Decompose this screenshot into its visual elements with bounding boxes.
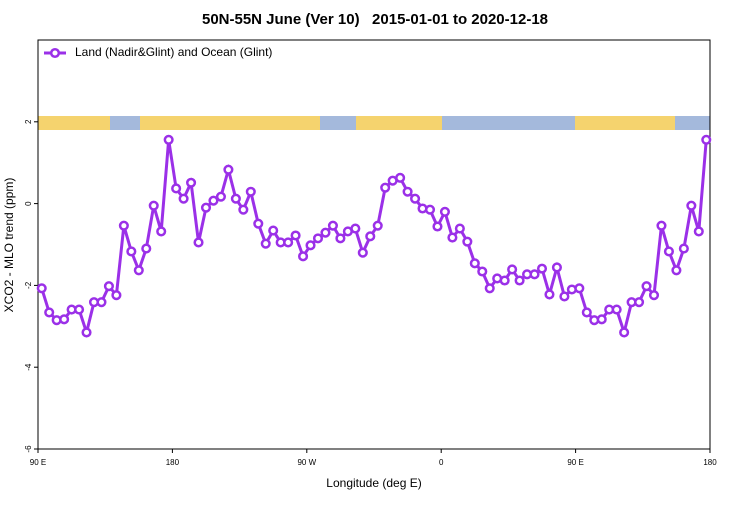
point	[163, 134, 174, 145]
x-tick-label: 180	[166, 458, 180, 467]
point	[439, 206, 450, 217]
point	[514, 275, 525, 286]
chart-title: 50N-55N June (Ver 10) 2015-01-01 to 2020…	[202, 11, 548, 28]
point	[305, 240, 316, 251]
point	[111, 290, 122, 301]
x-tick-label: 90 E	[567, 458, 583, 467]
point	[574, 283, 585, 294]
point	[454, 223, 465, 234]
point	[656, 220, 667, 231]
point	[365, 231, 376, 242]
plot-frame	[37, 39, 711, 450]
point	[96, 297, 107, 308]
point	[372, 220, 383, 231]
point	[424, 204, 436, 215]
point	[238, 204, 249, 215]
point	[529, 269, 540, 280]
point	[611, 304, 622, 315]
y-tick-label: -2	[24, 281, 33, 289]
point	[327, 220, 338, 231]
point	[432, 221, 443, 232]
point	[126, 246, 137, 257]
point	[686, 200, 697, 211]
point	[410, 193, 421, 204]
point	[395, 172, 406, 183]
point	[223, 164, 234, 175]
point	[298, 251, 309, 262]
point	[148, 200, 159, 211]
point	[499, 275, 510, 286]
point	[200, 202, 212, 213]
point	[253, 218, 264, 229]
point	[350, 223, 361, 234]
point	[260, 238, 271, 249]
land-ocean-band	[38, 116, 710, 130]
point	[648, 290, 660, 301]
point	[290, 230, 301, 241]
point	[469, 258, 480, 269]
point	[74, 304, 85, 315]
point	[118, 220, 129, 231]
legend-label: Land (Nadir&Glint) and Ocean (Glint)	[75, 45, 272, 59]
point	[559, 291, 570, 302]
point	[81, 327, 92, 338]
point	[596, 314, 607, 325]
point	[215, 191, 226, 202]
x-tick-label: 0	[439, 458, 444, 467]
y-tick-label: 0	[24, 201, 33, 206]
x-tick-label: 90 E	[30, 458, 46, 467]
point	[671, 265, 682, 276]
y-axis-label: XCO2 - MLO trend (ppm)	[2, 178, 16, 313]
point	[357, 247, 368, 258]
point	[663, 246, 674, 257]
point	[36, 283, 47, 294]
point	[133, 265, 144, 276]
point	[551, 262, 562, 273]
point	[581, 307, 592, 318]
point	[507, 264, 518, 275]
point	[462, 236, 473, 247]
point	[208, 195, 219, 206]
legend-marker	[49, 47, 61, 59]
point	[536, 263, 548, 274]
x-axis-label: Longitude (deg E)	[326, 476, 421, 490]
point	[44, 307, 55, 318]
y-tick-label: -6	[24, 445, 33, 453]
point	[283, 237, 294, 248]
point	[641, 281, 652, 292]
y-tick-label: 2	[24, 119, 33, 124]
point	[178, 193, 189, 204]
point	[477, 266, 488, 277]
point	[245, 186, 256, 197]
point	[193, 237, 204, 248]
x-tick-label: 90 W	[297, 458, 316, 467]
point	[103, 281, 114, 292]
point	[619, 327, 630, 338]
point	[59, 314, 70, 325]
point	[268, 225, 279, 236]
y-tick-label: -4	[24, 363, 33, 371]
point	[484, 283, 495, 294]
point	[701, 134, 712, 145]
point	[544, 289, 555, 300]
point	[320, 227, 331, 238]
point	[186, 177, 197, 188]
point	[156, 226, 167, 237]
point	[447, 232, 458, 243]
point	[402, 186, 413, 197]
point	[634, 297, 645, 308]
point	[380, 182, 391, 193]
point	[678, 243, 689, 254]
point	[230, 193, 241, 204]
point	[171, 183, 182, 194]
point	[693, 226, 704, 237]
x-tick-label: 180	[703, 458, 717, 467]
point	[335, 233, 346, 244]
point	[141, 243, 152, 254]
point	[312, 233, 324, 244]
